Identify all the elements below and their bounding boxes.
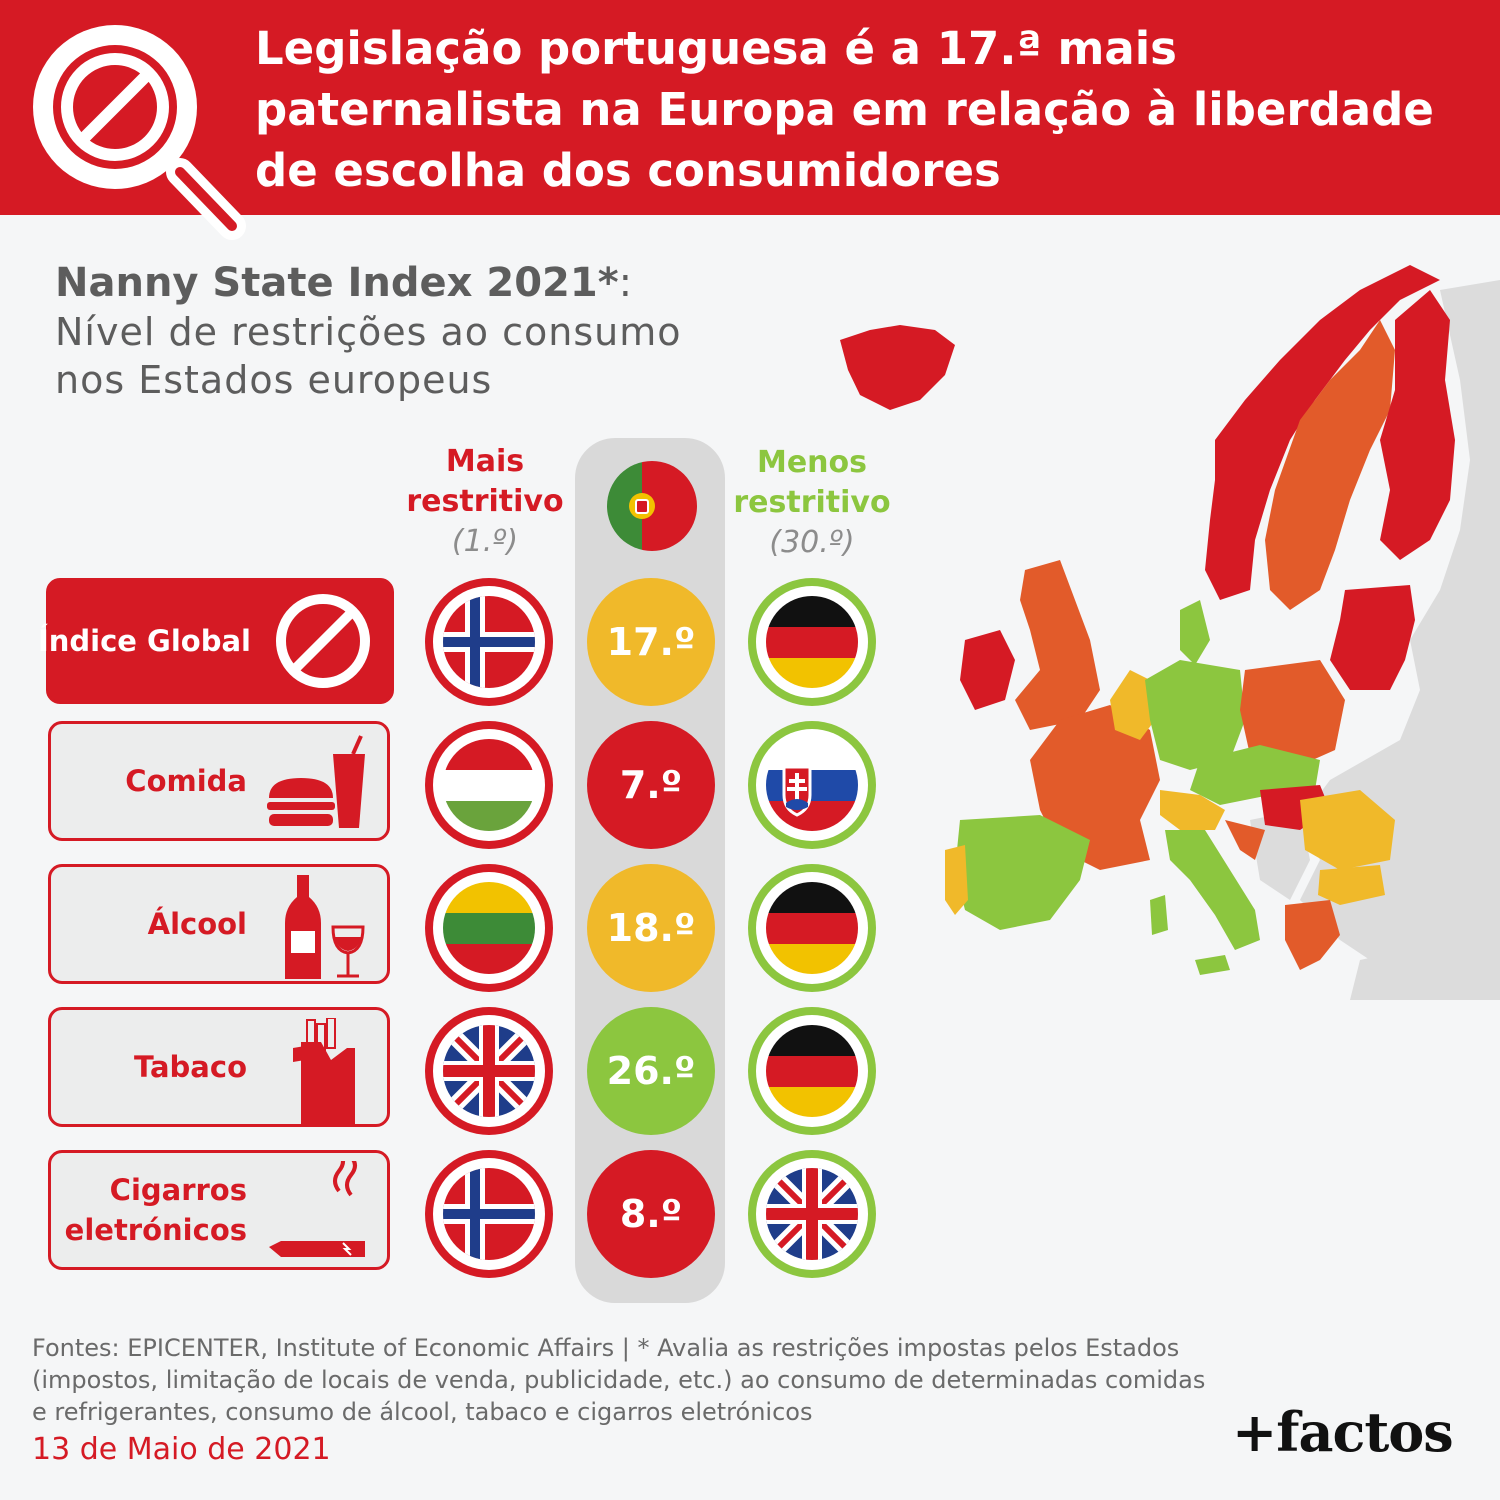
page-title: Legislação portuguesa é a 17.ª mais pate… — [255, 22, 1434, 197]
portugal-rank: 8.º — [587, 1150, 715, 1278]
portugal-rank: 18.º — [587, 864, 715, 992]
cigarette-pack-icon — [291, 1017, 371, 1128]
most-restrictive-flag-hungary — [425, 721, 553, 849]
category-label-1: Comida — [48, 721, 390, 841]
most-restrictive-flag-lithuania — [425, 864, 553, 992]
category-name: Comida — [125, 764, 247, 798]
prohibited-icon — [271, 589, 375, 697]
most-restrictive-rank: (1.º) — [451, 524, 519, 559]
e-cigarette-icon — [261, 1151, 371, 1269]
category-label-2: Álcool — [48, 864, 390, 984]
least-restrictive-label: Menos restritivo — [733, 445, 891, 520]
portugal-rank: 7.º — [587, 721, 715, 849]
least-restrictive-flag-united-kingdom — [748, 1150, 876, 1278]
most-restrictive-flag-norway — [425, 578, 553, 706]
least-restrictive-flag-germany — [748, 1007, 876, 1135]
category-label-3: Tabaco — [48, 1007, 390, 1127]
least-restrictive-header: Menos restritivo (30.º) — [722, 443, 902, 563]
portugal-rank: 17.º — [587, 578, 715, 706]
most-restrictive-header: Mais restritivo (1.º) — [400, 442, 570, 562]
least-restrictive-flag-germany — [748, 578, 876, 706]
most-restrictive-flag-norway — [425, 1150, 553, 1278]
brand-logo: +factos — [1232, 1400, 1454, 1464]
index-name: Nanny State Index 2021* — [55, 260, 619, 306]
header-banner: Legislação portuguesa é a 17.ª mais pate… — [0, 0, 1500, 240]
category-name: Índice Global — [37, 624, 251, 658]
least-restrictive-rank: (30.º) — [769, 525, 855, 560]
most-restrictive-label: Mais restritivo — [406, 444, 564, 519]
wine-bottle-glass-icon — [271, 875, 371, 985]
least-restrictive-flag-germany — [748, 864, 876, 992]
category-label-4: Cigarros eletrónicos — [48, 1150, 390, 1270]
prohibited-magnifier-icon — [33, 25, 246, 240]
publication-date: 13 de Maio de 2021 — [32, 1432, 331, 1467]
sources-note: Fontes: EPICENTER, Institute of Economic… — [32, 1334, 1206, 1426]
least-restrictive-flag-slovakia — [748, 721, 876, 849]
category-label-0: Índice Global — [38, 578, 394, 704]
category-name: Cigarros eletrónicos — [64, 1173, 247, 1247]
index-colon: : — [618, 260, 633, 306]
most-restrictive-flag-united-kingdom — [425, 1007, 553, 1135]
portugal-rank: 26.º — [587, 1007, 715, 1135]
index-description: Nível de restrições ao consumo nos Estad… — [55, 310, 682, 402]
category-name: Álcool — [147, 907, 247, 941]
chart-subtitle: Nanny State Index 2021*: Nível de restri… — [55, 258, 735, 404]
europe-map — [840, 265, 1500, 1000]
burger-soda-icon — [261, 732, 371, 840]
portugal-flag-icon — [607, 461, 697, 551]
category-name: Tabaco — [133, 1050, 247, 1084]
